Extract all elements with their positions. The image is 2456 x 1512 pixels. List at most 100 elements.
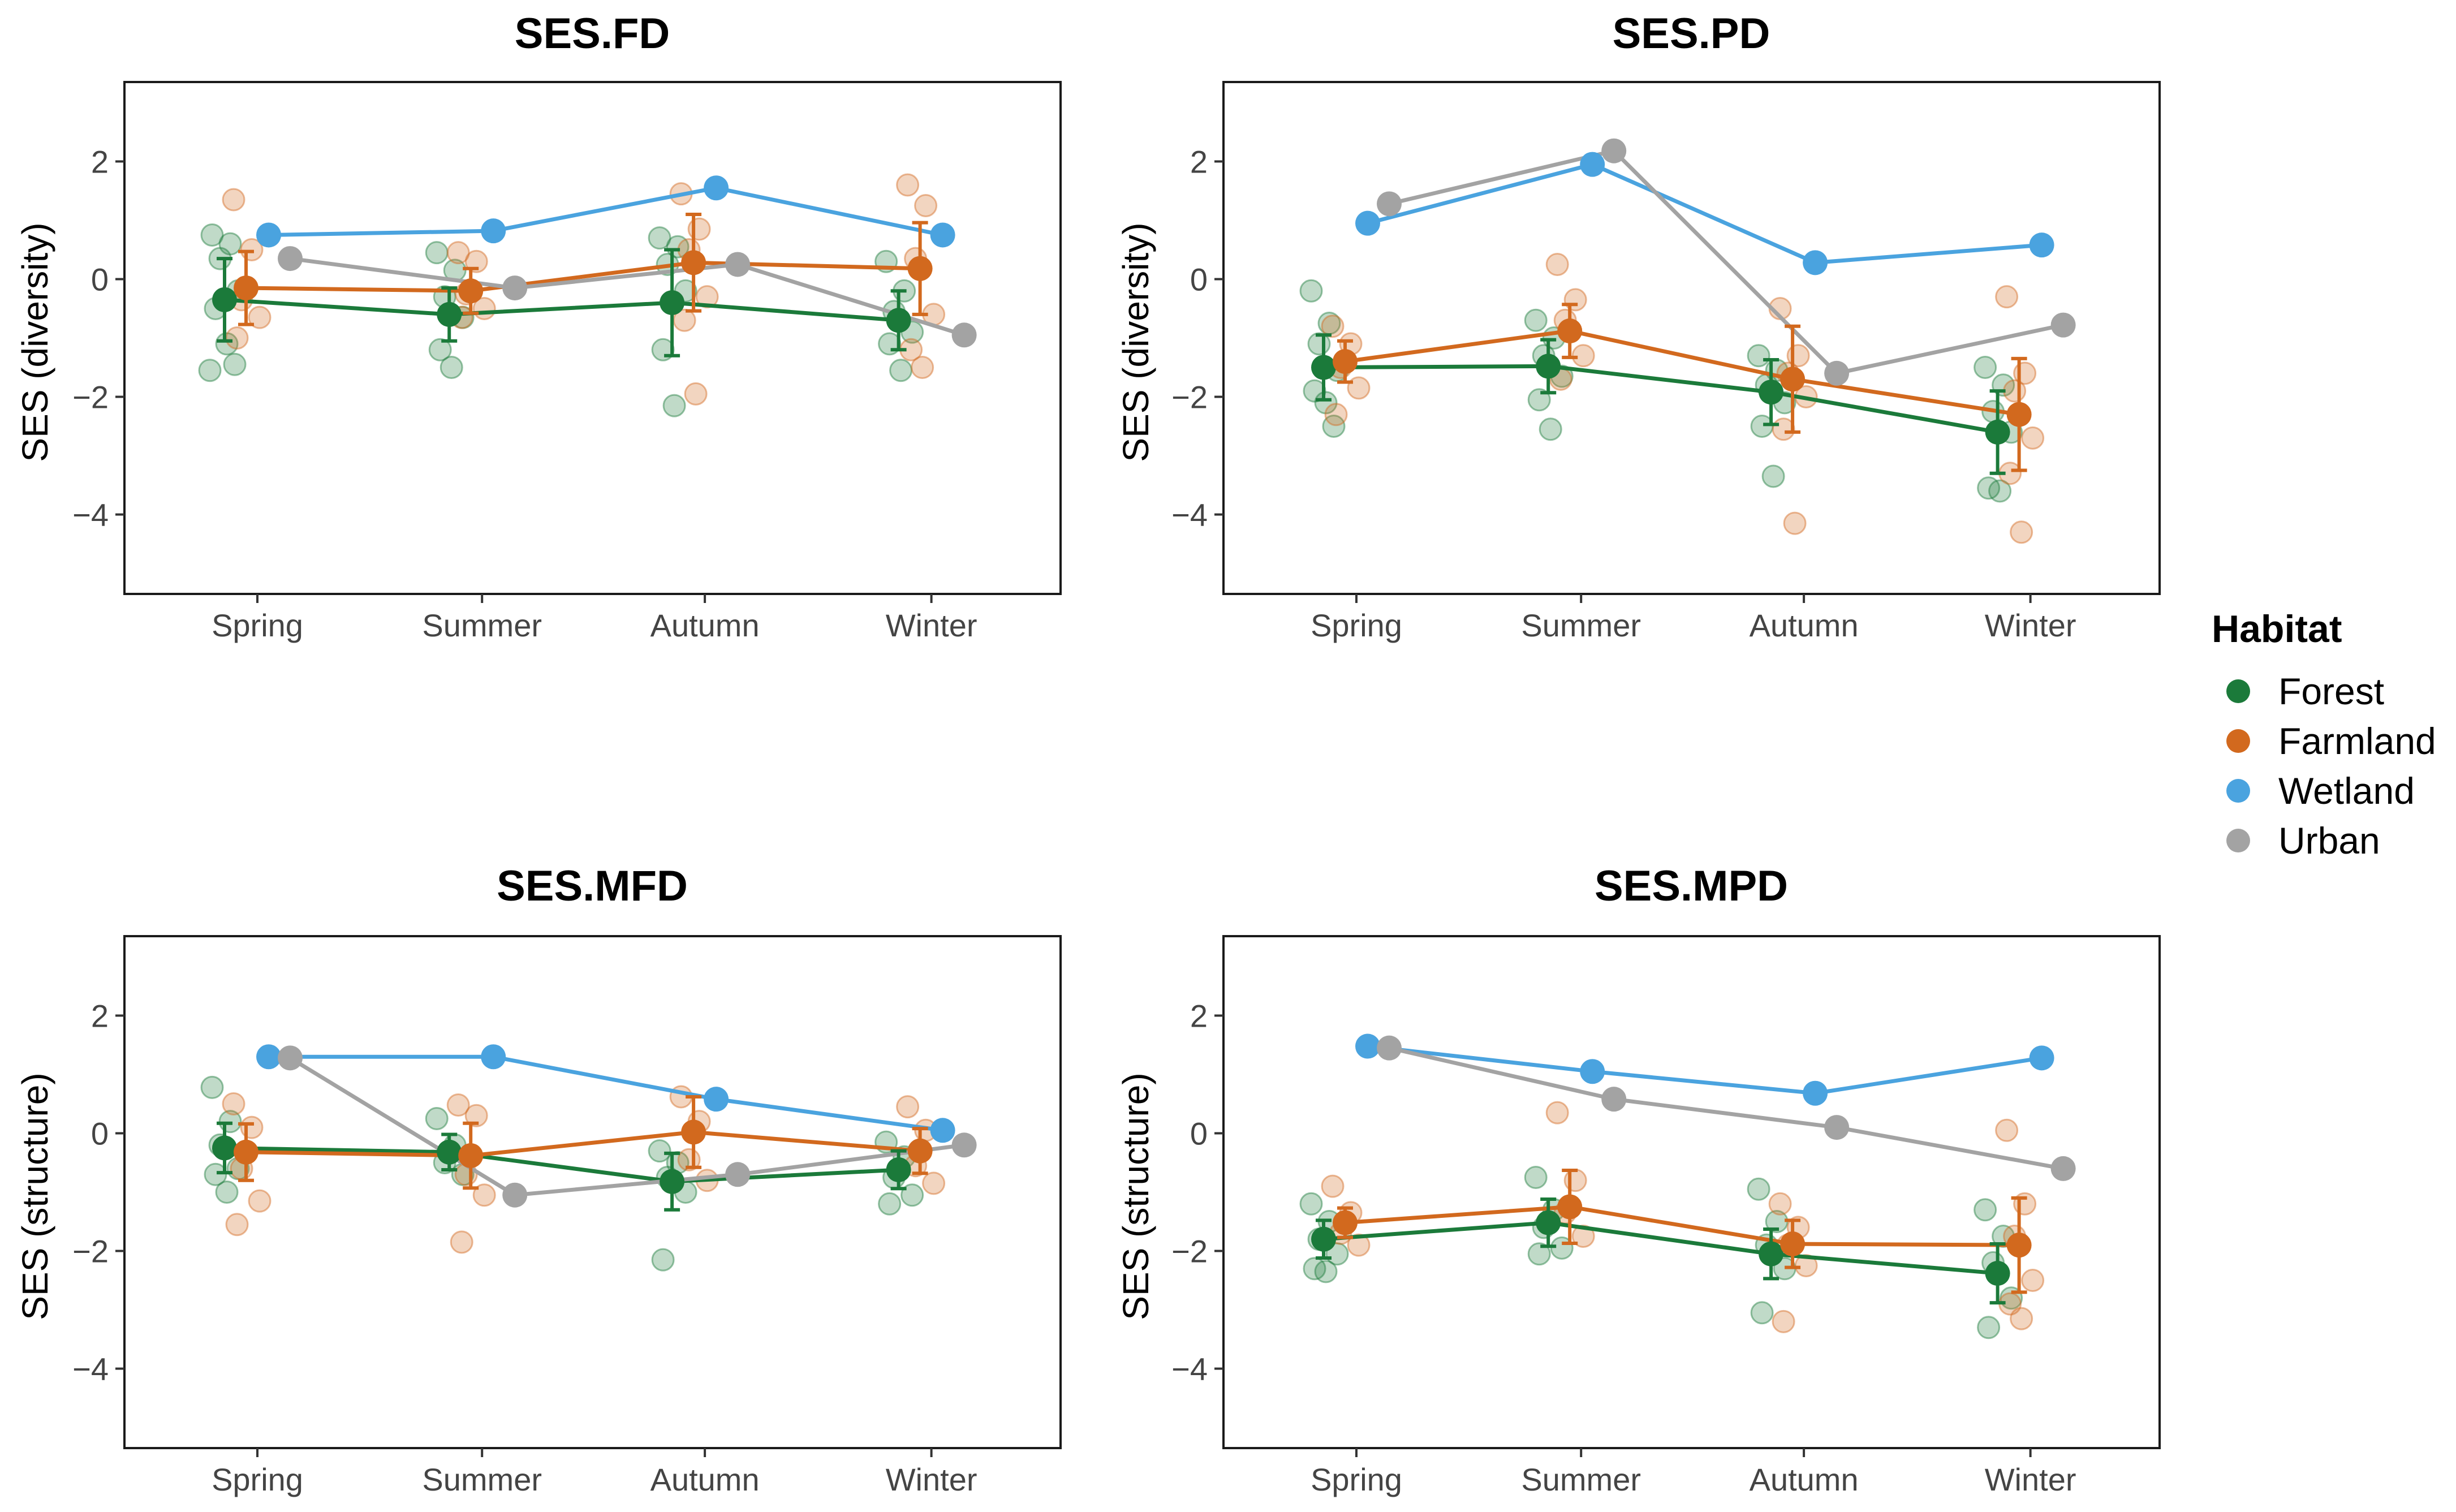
raw-point-farmland (695, 285, 719, 309)
legend-key-farmland (2226, 729, 2250, 753)
series-line-farmland (1345, 1205, 2019, 1247)
raw-point-forest (425, 241, 449, 265)
plot-frame (123, 81, 1062, 595)
raw-point-forest (1988, 479, 2012, 503)
raw-point-forest (1314, 1260, 1338, 1283)
series-line-forest (224, 1145, 899, 1184)
raw-point-forest (1747, 344, 1770, 368)
raw-point-forest (1977, 1316, 2001, 1339)
mean-point-urban (1824, 360, 1850, 386)
mean-point-farmland (2006, 402, 2032, 427)
x-tick-label-spring: Spring (212, 608, 303, 643)
series-line-farmland (1345, 329, 2020, 417)
series-line-urban (289, 1056, 965, 1197)
mean-point-urban (502, 275, 528, 301)
x-tick-label-autumn: Autumn (1750, 1462, 1859, 1497)
raw-point-farmland (1321, 315, 1345, 338)
mean-point-forest (1985, 419, 2010, 445)
raw-point-farmland (1995, 285, 2019, 309)
mean-point-wetland (2029, 232, 2054, 258)
mean-point-farmland (1557, 1194, 1583, 1220)
raw-point-farmland (1324, 403, 1348, 427)
raw-point-forest (1539, 417, 1562, 441)
raw-point-farmland (2021, 1269, 2045, 1293)
mean-point-forest (212, 287, 238, 312)
y-tick-label: −2 (72, 380, 109, 415)
raw-point-farmland (450, 1230, 473, 1254)
mean-point-farmland (907, 1138, 933, 1164)
panel-title: SES.FD (515, 10, 670, 58)
series-line-forest (224, 298, 899, 322)
x-tick-label-summer: Summer (422, 1462, 542, 1497)
x-tick-label-winter: Winter (1985, 1462, 2076, 1497)
legend-key-urban (2226, 829, 2250, 852)
panel-ses-mpd: SES.MPD SES (structure) −4 −2 0 2 Spring Summ… (1115, 862, 2161, 1497)
mean-point-farmland (1780, 367, 1806, 392)
raw-point-farmland (911, 356, 934, 380)
legend-key-wetland (2226, 779, 2250, 803)
series-line-urban (290, 256, 965, 337)
x-tick-label-summer: Summer (1521, 1462, 1641, 1497)
raw-point-forest (662, 394, 686, 417)
mean-point-urban (1377, 191, 1402, 217)
series-line-farmland (245, 260, 920, 293)
raw-point-farmland (240, 1115, 264, 1139)
x-tick-label-autumn: Autumn (1750, 608, 1859, 643)
y-tick-label: 2 (1190, 998, 1208, 1033)
raw-point-forest (425, 1106, 449, 1130)
mean-point-wetland (704, 175, 729, 201)
plot-area: −4 −2 0 2 Spring Summer Autumn Winter (1171, 935, 2161, 1497)
mean-point-wetland (2029, 1045, 2054, 1071)
raw-point-forest (198, 359, 222, 382)
mean-point-urban (725, 1162, 751, 1187)
panel-ses-pd: SES.PD SES (diversity) −4 −2 0 2 Spring Summe… (1115, 10, 2161, 643)
raw-point-forest (1299, 279, 1323, 303)
raw-point-forest (1750, 1301, 1774, 1325)
series-line-wetland (1367, 162, 2042, 265)
mean-point-urban (1601, 1087, 1627, 1112)
raw-point-farmland (446, 241, 470, 265)
raw-point-farmland (1563, 288, 1587, 312)
raw-point-farmland (1571, 1225, 1595, 1248)
mean-point-urban (951, 322, 977, 348)
legend-label-urban: Urban (2278, 820, 2380, 861)
raw-point-farmland (1783, 511, 1807, 535)
y-tick-label: −2 (1171, 1234, 1208, 1269)
x-tick-label-autumn: Autumn (650, 1462, 760, 1497)
raw-point-farmland (248, 1189, 272, 1213)
raw-point-farmland (248, 305, 272, 329)
series-line-wetland (269, 1054, 943, 1132)
raw-point-forest (1761, 464, 1785, 488)
raw-point-farmland (446, 1093, 470, 1117)
y-axis-label: SES (structure) (1115, 1072, 1156, 1320)
mean-point-urban (1601, 138, 1627, 163)
legend-item-wetland: Wetland (2226, 770, 2415, 812)
raw-point-farmland (225, 326, 249, 350)
raw-point-farmland (472, 1183, 496, 1207)
raw-point-forest (1527, 1242, 1551, 1266)
series-line-urban (1389, 1046, 2064, 1171)
series-line-farmland (245, 1130, 920, 1158)
raw-point-forest (1299, 1192, 1323, 1216)
mean-point-farmland (1333, 349, 1358, 374)
mean-point-farmland (2006, 1233, 2032, 1258)
raw-point-forest (218, 232, 242, 256)
y-axis-label: SES (diversity) (1115, 222, 1156, 462)
raw-point-farmland (1768, 1192, 1792, 1216)
raw-point-farmland (2003, 379, 2027, 403)
mean-point-farmland (458, 1143, 484, 1169)
mean-point-forest (660, 1169, 685, 1194)
mean-point-urban (502, 1182, 528, 1208)
legend-item-farmland: Farmland (2226, 720, 2436, 762)
plot-frame (1222, 935, 2161, 1449)
mean-point-wetland (930, 222, 955, 248)
y-tick-label: 2 (1190, 144, 1208, 179)
mean-point-wetland (1355, 1033, 1381, 1059)
raw-point-forest (1977, 476, 2001, 500)
mean-point-forest (437, 1139, 462, 1165)
raw-point-forest (878, 1192, 902, 1216)
raw-point-forest (204, 1162, 227, 1186)
mean-point-forest (886, 308, 911, 333)
raw-point-forest (1322, 415, 1346, 438)
y-tick-label: 0 (1190, 1115, 1208, 1151)
